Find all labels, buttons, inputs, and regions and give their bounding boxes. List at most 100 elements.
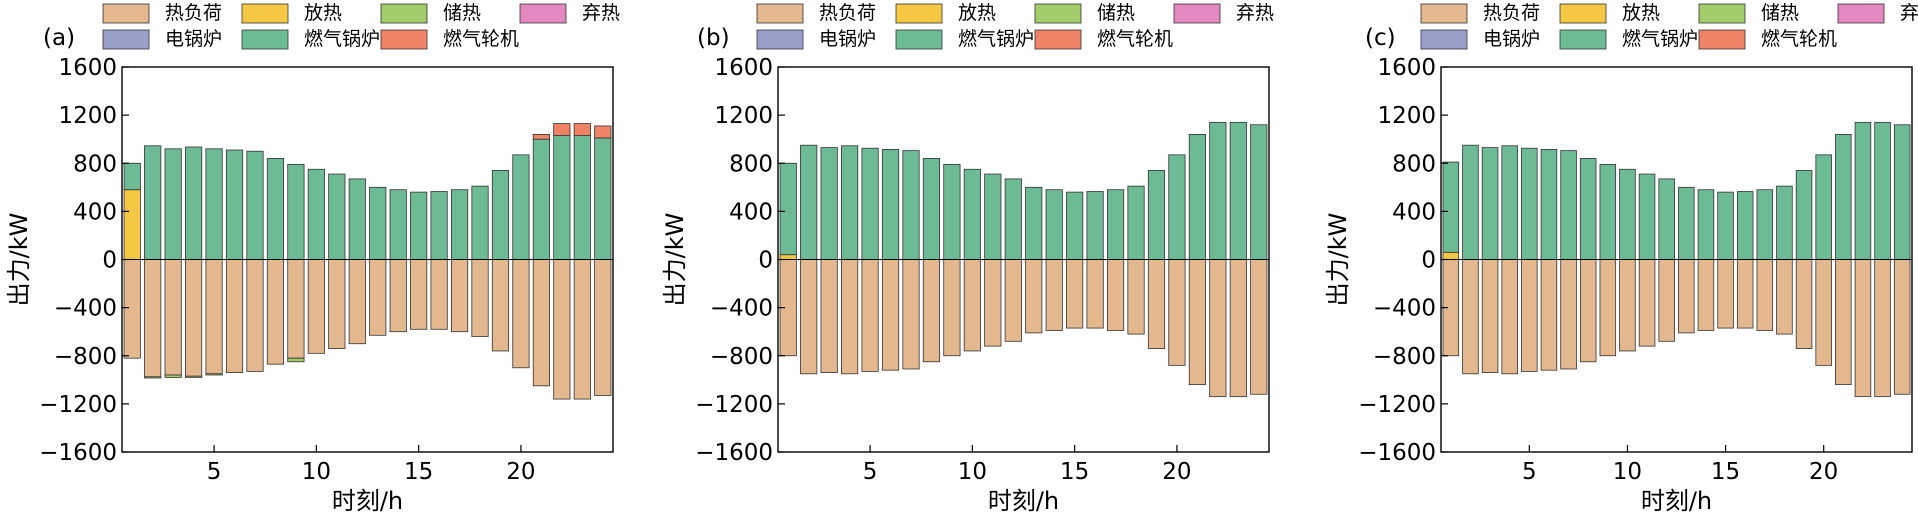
bar-热负荷-8 [266, 259, 285, 365]
bar-热负荷-24 [1250, 259, 1268, 395]
legend-label: 热负荷 [819, 2, 876, 24]
bar-热负荷-15 [410, 259, 428, 330]
legend-label: 放热 [1622, 2, 1660, 24]
bar-燃气轮机-21 [532, 133, 550, 140]
y-tick-label: 1600 [714, 55, 773, 81]
bar-燃气锅炉-23 [573, 135, 591, 260]
bar-燃气锅炉-21 [532, 138, 550, 260]
x-tick-label: 15 [1060, 459, 1089, 485]
bar-热负荷-7 [902, 259, 920, 370]
bar-储热-4 [185, 375, 203, 378]
bar-燃气锅炉-1 [779, 162, 797, 256]
bar-放热-1 [123, 189, 141, 260]
bar-放热-1 [779, 254, 797, 260]
bar-燃气锅炉-8 [922, 158, 941, 260]
legend-swatch-燃气锅炉 [241, 29, 289, 50]
bar-热负荷-3 [820, 259, 838, 373]
x-tick-label: 20 [1162, 459, 1191, 485]
bar-燃气锅炉-10 [1619, 168, 1636, 260]
legend-swatch-放热 [895, 3, 943, 24]
legend-label: 热负荷 [165, 2, 222, 24]
bar-燃气锅炉-9 [1599, 164, 1617, 260]
y-tick-label: 1200 [714, 103, 773, 129]
bar-热负荷-8 [922, 259, 941, 363]
y-axis-label: 出力/kW [1324, 213, 1352, 307]
bar-热负荷-12 [348, 259, 366, 345]
bar-热负荷-22 [553, 259, 571, 400]
bar-燃气锅炉-11 [1638, 173, 1656, 260]
y-tick-label: −400 [54, 296, 117, 322]
bar-储热-3 [164, 374, 182, 378]
bar-热负荷-2 [144, 259, 162, 378]
bar-燃气锅炉-20 [512, 154, 530, 260]
bar-燃气锅炉-6 [1540, 149, 1558, 260]
bar-热负荷-7 [1560, 259, 1577, 370]
bar-热负荷-22 [1209, 259, 1227, 398]
bar-燃气锅炉-11 [328, 173, 346, 260]
bar-热负荷-9 [1599, 259, 1617, 357]
y-tick-label: −1600 [1358, 440, 1436, 466]
legend-swatch-放热 [1559, 3, 1607, 24]
bar-燃气锅炉-2 [144, 145, 162, 260]
bar-放热-1 [1442, 251, 1460, 260]
legend-swatch-热负荷 [102, 3, 150, 24]
bar-热负荷-2 [800, 259, 818, 375]
bar-燃气轮机-24 [594, 125, 612, 139]
bar-燃气锅炉-1 [123, 162, 141, 191]
legend-swatch-热负荷 [1420, 3, 1468, 24]
bar-热负荷-21 [1835, 259, 1852, 386]
bar-热负荷-21 [1188, 259, 1206, 386]
bar-燃气锅炉-11 [984, 173, 1002, 260]
y-tick-label: 1600 [1377, 55, 1436, 81]
y-tick-label: −1200 [1358, 392, 1436, 418]
bar-燃气锅炉-4 [185, 146, 203, 260]
bar-燃气锅炉-10 [307, 168, 325, 260]
bar-热负荷-24 [594, 259, 612, 396]
bar-热负荷-20 [1815, 259, 1832, 366]
bar-热负荷-9 [287, 259, 305, 359]
legend-label: 放热 [304, 2, 342, 24]
bar-热负荷-3 [1481, 259, 1499, 373]
bar-燃气锅炉-18 [471, 185, 489, 260]
bar-热负荷-9 [943, 259, 961, 357]
bar-热负荷-6 [225, 259, 244, 373]
bar-燃气锅炉-19 [1147, 170, 1166, 260]
bar-燃气轮机-23 [573, 123, 591, 136]
y-tick-label: 800 [73, 151, 117, 177]
legend-label: 电锅炉 [819, 28, 876, 50]
bar-热负荷-24 [1893, 259, 1911, 395]
bar-燃气锅炉-20 [1815, 154, 1832, 260]
bar-热负荷-12 [1658, 259, 1675, 342]
bar-热负荷-6 [881, 259, 900, 371]
bar-燃气锅炉-4 [841, 145, 859, 260]
bar-燃气锅炉-7 [902, 150, 920, 260]
y-tick-label: −1200 [39, 392, 117, 418]
y-tick-label: −800 [1373, 344, 1436, 370]
bar-热负荷-18 [471, 259, 489, 337]
bar-热负荷-18 [1776, 259, 1793, 335]
y-tick-label: −1200 [695, 392, 773, 418]
bar-热负荷-10 [1619, 259, 1636, 352]
bar-热负荷-23 [573, 259, 591, 400]
legend-label: 放热 [958, 2, 996, 24]
legend-label: 电锅炉 [1483, 28, 1540, 50]
bar-热负荷-5 [1521, 259, 1538, 372]
bar-热负荷-19 [491, 259, 510, 352]
bar-热负荷-11 [984, 259, 1002, 347]
x-tick-label: 5 [207, 459, 222, 485]
legend-label: 弃热 [1900, 2, 1918, 24]
bar-热负荷-17 [1756, 259, 1774, 331]
bar-燃气锅炉-10 [963, 168, 981, 260]
y-tick-label: −400 [1373, 296, 1436, 322]
bar-燃气锅炉-21 [1835, 133, 1852, 260]
bar-燃气锅炉-17 [1106, 189, 1125, 260]
bar-热负荷-20 [1168, 259, 1186, 366]
bar-热负荷-21 [532, 259, 550, 387]
legend-swatch-燃气锅炉 [1559, 29, 1607, 50]
bars [123, 123, 612, 400]
bar-热负荷-13 [1678, 259, 1695, 334]
bar-热负荷-10 [963, 259, 981, 352]
